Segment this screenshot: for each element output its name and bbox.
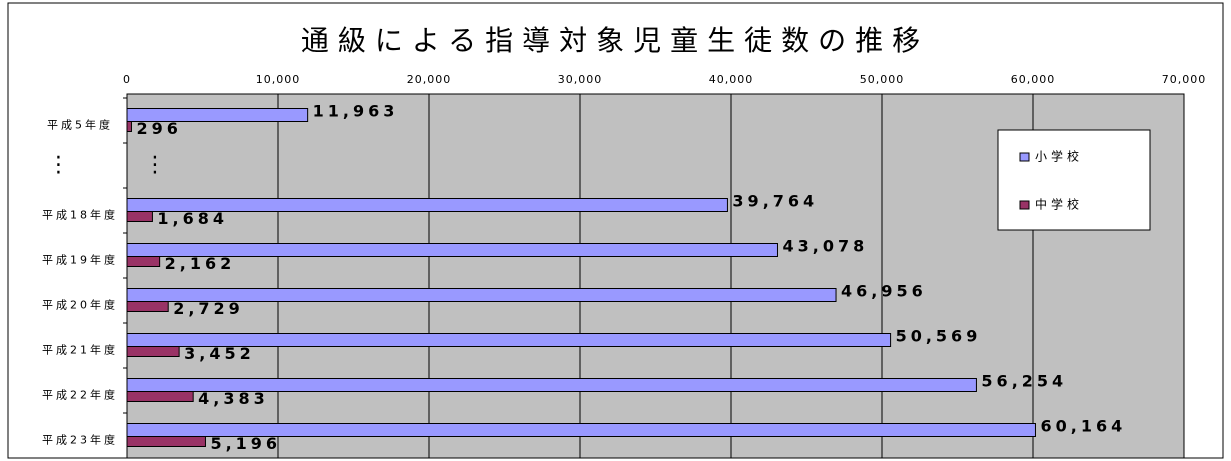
data-label: 60,164 [1040,417,1126,436]
y-tick-label: ⋮ [48,153,73,178]
data-label: 1,684 [157,209,228,228]
x-tick-label: 0 [123,73,131,86]
x-tick-label: 50,000 [860,73,905,86]
x-tick-label: 40,000 [709,73,754,86]
legend-swatch [1019,200,1030,210]
x-tick-label: 30,000 [558,73,603,86]
bar [126,288,837,302]
data-label: 2,162 [165,254,236,273]
y-tick-label: 平成23年度 [42,433,118,447]
bar [126,121,132,132]
data-label: 3,452 [184,344,255,363]
data-label: 4,383 [198,389,269,408]
x-tick-label: 20,000 [407,73,452,86]
data-label: 5,196 [210,434,281,453]
data-label: 296 [136,119,181,138]
legend-box [997,129,1151,231]
annotation: ⋮ [144,153,166,178]
y-tick-label: 平成21年度 [42,343,118,357]
bar [126,108,309,122]
data-label: 11,963 [313,102,399,121]
x-tick-label: 60,000 [1011,73,1056,86]
bar [126,243,778,257]
x-tick-label: 10,000 [256,73,301,86]
y-tick-label: 平成20年度 [42,298,118,312]
bar [126,378,977,392]
data-label: 56,254 [981,372,1067,391]
data-label: 39,764 [732,192,818,211]
bar [126,211,153,222]
bar [126,391,194,402]
bar [126,346,180,357]
data-label: 46,956 [841,282,927,301]
chart-title: 通級による指導対象児童生徒数の推移 [301,24,929,57]
bar [126,423,1036,437]
legend-swatch [1019,152,1030,162]
bar [126,436,206,447]
y-tick-label: 平成18年度 [42,208,118,222]
y-tick-label: 平成5年度 [47,118,113,132]
y-tick-label: 平成22年度 [42,388,118,402]
y-tick-label: 平成19年度 [42,253,118,267]
bar [126,301,169,312]
bar [126,256,161,267]
bar [126,198,728,212]
data-label: 2,729 [173,299,244,318]
legend-label: 中学校 [1035,197,1083,212]
data-label: 50,569 [896,327,982,346]
bar [126,333,892,347]
data-label: 43,078 [782,237,868,256]
x-tick-label: 70,000 [1162,73,1207,86]
legend-label: 小学校 [1035,149,1083,164]
